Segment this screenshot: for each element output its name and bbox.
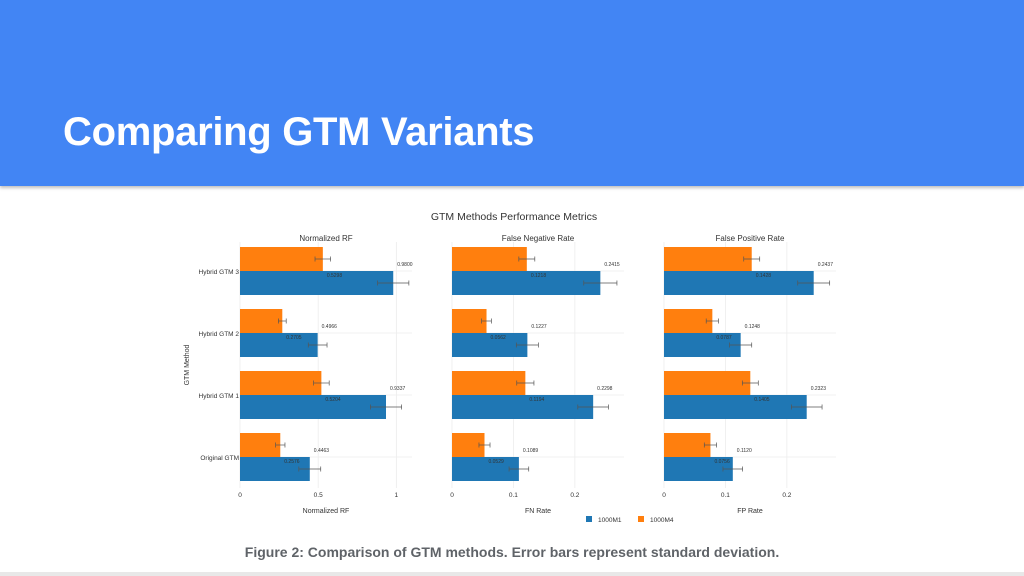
data-label: 0.1120 — [737, 448, 752, 454]
x-tick-label: 1 — [395, 492, 399, 499]
chart-svg: GTM Methods Performance Metrics GTM Metho… — [184, 211, 836, 524]
figure-caption: Figure 2: Comparison of GTM methods. Err… — [244, 544, 780, 560]
data-label: 0.9337 — [390, 386, 406, 392]
data-label: 0.4463 — [314, 448, 330, 454]
x-tick-label: 0 — [238, 492, 242, 499]
bar-1000m4 — [664, 433, 711, 457]
bar-1000m1 — [452, 333, 528, 357]
data-label: 0.1428 — [756, 273, 772, 279]
bar-1000m1 — [452, 395, 594, 419]
data-label: 0.2437 — [818, 262, 834, 268]
slide-title: Comparing GTM Variants — [63, 110, 535, 154]
x-tick-label: 0.2 — [782, 492, 791, 499]
data-label: 0.2576 — [284, 459, 300, 465]
chart-figure: GTM Methods Performance Metrics GTM Metho… — [180, 198, 848, 534]
x-tick-label: 0.2 — [570, 492, 579, 499]
data-label: 0.9800 — [397, 262, 413, 268]
category-label: Hybrid GTM 2 — [199, 331, 240, 338]
data-label: 0.0529 — [488, 459, 504, 465]
bar-1000m1 — [240, 271, 394, 295]
data-label: 0.1227 — [531, 324, 547, 330]
x-tick-label: 0.1 — [509, 492, 518, 499]
legend-label: 1000M4 — [650, 517, 674, 524]
bar-1000m1 — [664, 395, 807, 419]
data-label: 0.2323 — [811, 386, 827, 392]
data-label: 0.5298 — [327, 273, 343, 279]
bar-1000m1 — [240, 395, 386, 419]
panel-title: Normalized RF — [299, 234, 352, 243]
data-label: 0.4966 — [322, 324, 338, 330]
x-tick-label: 0.1 — [721, 492, 730, 499]
footer-divider — [0, 572, 1024, 576]
category-label: Hybrid GTM 1 — [199, 393, 240, 400]
bar-1000m4 — [240, 309, 283, 333]
x-tick-label: 0.5 — [314, 492, 323, 499]
slide-header: Comparing GTM Variants — [0, 0, 1024, 186]
x-tick-label: 0 — [450, 492, 454, 499]
bar-1000m1 — [664, 457, 733, 481]
bar-1000m1 — [664, 271, 814, 295]
x-axis-title: Normalized RF — [303, 508, 350, 515]
data-label: 0.1194 — [529, 397, 544, 403]
data-label: 0.1405 — [754, 397, 770, 403]
data-label: 0.0787 — [716, 335, 732, 341]
y-axis-title: GTM Method — [184, 344, 191, 385]
panel-title: False Negative Rate — [502, 234, 575, 243]
data-label: 0.2415 — [604, 262, 620, 268]
bar-1000m4 — [240, 371, 322, 395]
bar-1000m4 — [452, 371, 526, 395]
bar-1000m4 — [452, 309, 487, 333]
bar-1000m1 — [240, 457, 310, 481]
data-label: 0.2705 — [286, 335, 302, 341]
bar-1000m4 — [240, 247, 323, 271]
panel-title: False Positive Rate — [716, 234, 785, 243]
x-tick-label: 0 — [662, 492, 666, 499]
legend-label: 1000M1 — [598, 517, 622, 524]
data-label: 0.1218 — [531, 273, 547, 279]
category-label: Original GTM — [200, 455, 239, 462]
data-label: 0.5204 — [325, 397, 341, 403]
data-label: 0.1248 — [745, 324, 761, 330]
bar-1000m4 — [664, 247, 752, 271]
legend-swatch-1000m1 — [586, 516, 592, 522]
bar-1000m4 — [664, 371, 751, 395]
x-axis-title: FP Rate — [737, 508, 763, 515]
data-label: 0.0562 — [491, 335, 507, 341]
bar-1000m4 — [452, 247, 527, 271]
legend-swatch-1000m4 — [638, 516, 644, 522]
bar-1000m1 — [452, 271, 601, 295]
data-label: 0.1089 — [523, 448, 539, 454]
chart-title: GTM Methods Performance Metrics — [431, 211, 597, 223]
data-label: 0.2298 — [597, 386, 613, 392]
x-axis-title: FN Rate — [525, 508, 551, 515]
bar-1000m1 — [240, 333, 318, 357]
bar-1000m1 — [664, 333, 741, 357]
bar-1000m1 — [452, 457, 519, 481]
bar-1000m4 — [664, 309, 713, 333]
bar-1000m4 — [240, 433, 281, 457]
data-label: 0.0756 — [714, 459, 730, 465]
category-label: Hybrid GTM 3 — [199, 269, 240, 276]
